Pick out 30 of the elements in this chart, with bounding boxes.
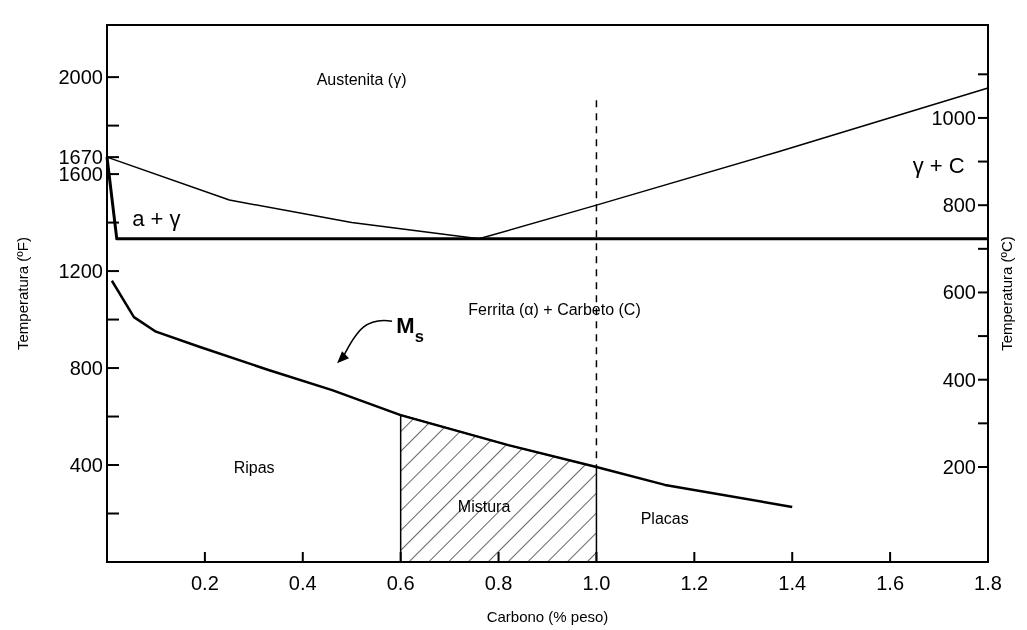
- annotation: a + γ: [132, 206, 181, 232]
- x-tick-label: 0.8: [484, 572, 513, 594]
- x-tick-label: 1.0: [582, 572, 611, 594]
- annotation: Ferrita (α) + Carbeto (C): [468, 301, 641, 319]
- x-tick-label: 1.8: [974, 572, 1002, 594]
- x-tick-label: 1.6: [876, 572, 905, 594]
- y2-tick-label: 600: [942, 281, 976, 304]
- y2-tick-label: 1000: [931, 106, 976, 129]
- x-tick-label: 1.2: [680, 572, 709, 594]
- y-tick-label: 400: [69, 454, 103, 477]
- y2-tick-label: 400: [942, 368, 976, 391]
- annotation: M$_{s}$: [396, 312, 424, 345]
- x-axis-title: Carbono (% peso): [486, 608, 609, 625]
- y2-tick-label: 200: [942, 455, 976, 478]
- annotation: Austenita (γ): [316, 71, 407, 89]
- y-tick-label: 1200: [58, 260, 103, 283]
- x-tick-label: 0.4: [288, 572, 317, 594]
- annotation: Placas: [640, 509, 689, 527]
- annotation: Ripas: [233, 458, 275, 476]
- x-tick-label: 1.4: [778, 572, 807, 594]
- y2-axis-title: Temperatura (ºC): [998, 236, 1015, 351]
- y-tick-label: 800: [69, 357, 103, 380]
- y-axis-title: Temperatura (ºF): [14, 236, 31, 351]
- y-tick-label: 2000: [58, 66, 103, 89]
- x-tick-label: 0.6: [386, 572, 415, 594]
- annotation: γ + C: [912, 152, 965, 178]
- annotation: Mistura: [457, 498, 511, 516]
- y2-tick-label: 800: [942, 194, 976, 217]
- y-tick-label: 1600: [58, 163, 103, 186]
- x-tick-label: 0.2: [190, 572, 219, 594]
